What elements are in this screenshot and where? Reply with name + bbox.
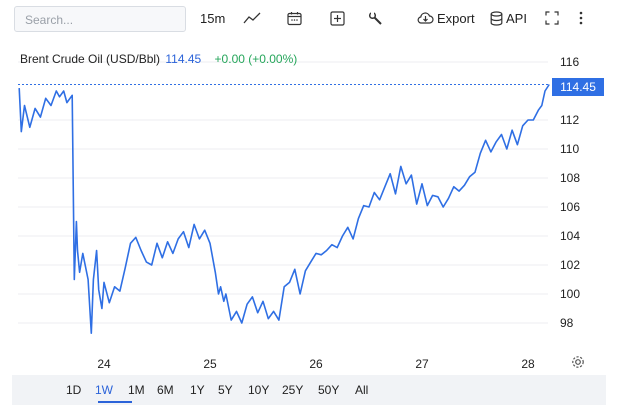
expand-icon xyxy=(545,11,559,25)
current-price-tag: 114.45 xyxy=(552,78,604,96)
database-icon xyxy=(490,10,503,26)
range-button-25y[interactable]: 25Y xyxy=(282,383,304,397)
range-button-1m[interactable]: 1M xyxy=(128,383,145,397)
x-tick-label: 27 xyxy=(415,357,429,371)
chart-type-button[interactable] xyxy=(243,8,261,28)
interval-selector[interactable]: 15m xyxy=(200,8,225,28)
export-button[interactable]: Export xyxy=(417,8,475,28)
add-indicator-button[interactable] xyxy=(330,8,345,28)
plus-box-icon xyxy=(330,10,345,26)
chart-grid xyxy=(18,61,548,324)
range-button-1d[interactable]: 1D xyxy=(66,383,82,397)
legend-price: 114.45 xyxy=(165,52,202,66)
active-range-underline xyxy=(98,401,132,403)
range-button-10y[interactable]: 10Y xyxy=(248,383,270,397)
fullscreen-button[interactable] xyxy=(545,8,559,28)
chart-legend: Brent Crude Oil (USD/Bbl) 114.45 +0.00 (… xyxy=(20,52,297,66)
legend-change: +0.00 (+0.00%) xyxy=(214,52,298,66)
y-tick-label: 98 xyxy=(560,316,574,330)
range-button-6m[interactable]: 6M xyxy=(157,383,174,397)
api-label: API xyxy=(506,10,527,26)
x-tick-label: 26 xyxy=(309,357,323,371)
y-tick-label: 116 xyxy=(560,55,580,69)
y-tick-label: 106 xyxy=(560,200,581,214)
interval-label: 15m xyxy=(200,10,226,26)
price-series-line xyxy=(18,84,550,335)
y-tick-label: 100 xyxy=(560,287,581,301)
api-button[interactable]: API xyxy=(490,8,527,28)
y-tick-label: 102 xyxy=(560,258,581,272)
y-tick-label: 104 xyxy=(560,229,581,243)
range-selector: 1D 1W 1M 6M 1Y 5Y 10Y 25Y 50Y All xyxy=(12,375,606,405)
export-label: Export xyxy=(437,10,475,26)
vertical-dots-icon xyxy=(579,11,583,25)
x-tick-label: 24 xyxy=(97,357,111,371)
y-tick-label: 108 xyxy=(560,171,581,185)
calendar-button[interactable] xyxy=(287,8,302,28)
cloud-download-icon xyxy=(417,12,434,24)
range-button-50y[interactable]: 50Y xyxy=(318,383,340,397)
range-button-all[interactable]: All xyxy=(355,383,369,397)
wrench-icon xyxy=(368,10,382,25)
tools-button[interactable] xyxy=(368,8,383,28)
toolbar: Search... 15m xyxy=(0,0,632,38)
y-tick-label: 112 xyxy=(560,113,580,127)
line-chart-icon xyxy=(243,12,261,24)
range-button-5y[interactable]: 5Y xyxy=(218,383,233,397)
chart-settings-icon[interactable] xyxy=(570,354,586,370)
range-button-1y[interactable]: 1Y xyxy=(190,383,205,397)
y-tick-label: 110 xyxy=(560,142,580,156)
range-button-1w[interactable]: 1W xyxy=(95,383,113,397)
search-input[interactable]: Search... xyxy=(14,6,186,32)
instrument-name: Brent Crude Oil (USD/Bbl) xyxy=(20,52,161,66)
x-tick-label: 25 xyxy=(203,357,217,371)
more-options-button[interactable] xyxy=(578,8,584,28)
calendar-icon xyxy=(287,11,302,25)
x-tick-label: 28 xyxy=(521,357,535,371)
